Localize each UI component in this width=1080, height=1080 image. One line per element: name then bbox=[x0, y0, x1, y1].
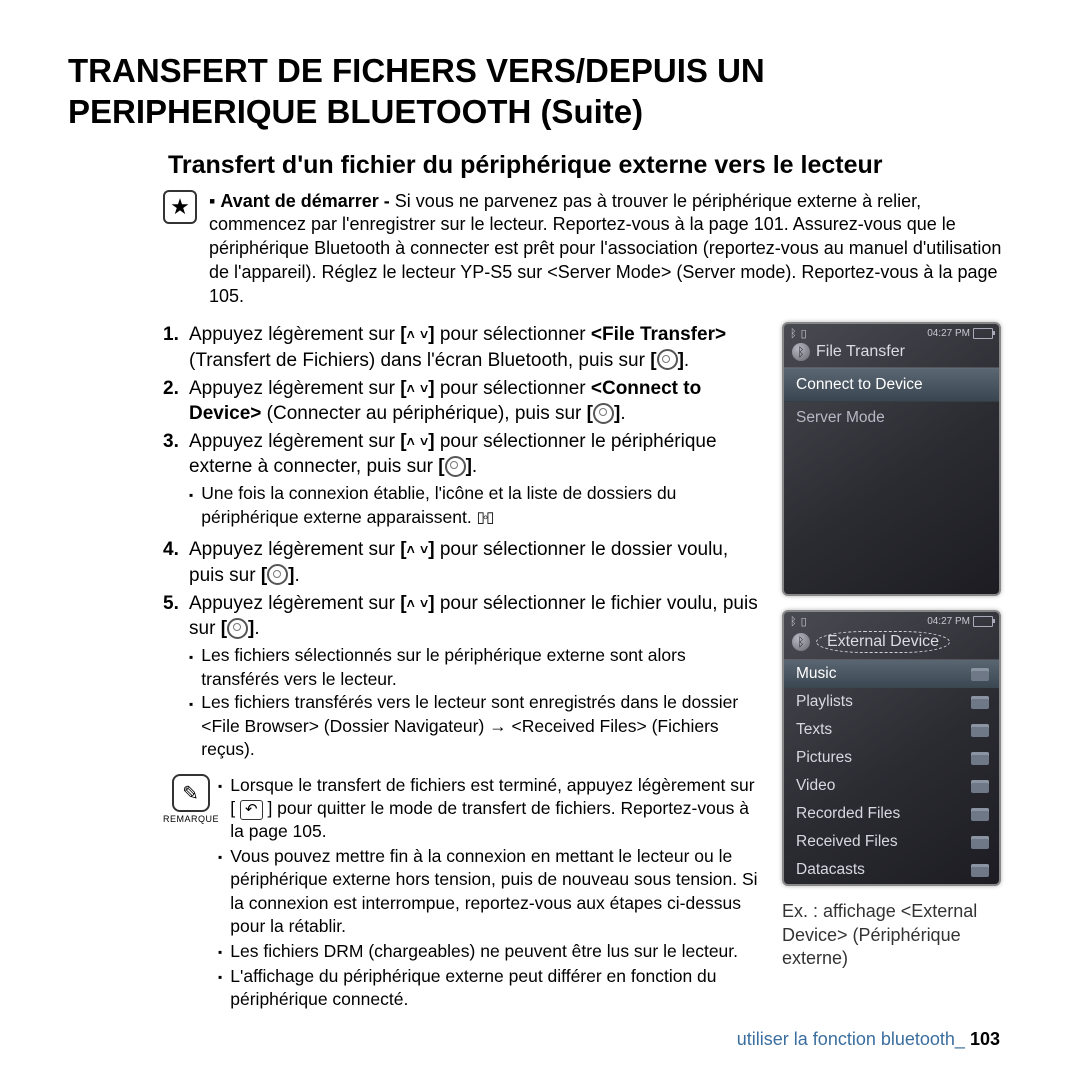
list-item[interactable]: Video bbox=[784, 772, 999, 800]
list-item[interactable]: Playlists bbox=[784, 688, 999, 716]
page-footer: utiliser la fonction bluetooth_ 103 bbox=[737, 1029, 1000, 1050]
back-icon: ↶ bbox=[240, 800, 263, 820]
list-item[interactable]: Datacasts bbox=[784, 856, 999, 884]
screen-header: File Transfer bbox=[816, 343, 905, 361]
device-caption: Ex. : affichage <External Device> (Périp… bbox=[782, 900, 1012, 970]
screen-header: External Device bbox=[816, 631, 950, 653]
folder-icon bbox=[971, 752, 989, 765]
star-icon: ★ bbox=[163, 190, 197, 224]
bt-status-icon: ᛒ bbox=[790, 328, 797, 340]
list-item[interactable]: Received Files bbox=[784, 828, 999, 856]
intro-bold: Avant de démarrer - bbox=[220, 191, 389, 211]
note-label: REMARQUE bbox=[163, 814, 218, 824]
folder-icon bbox=[971, 808, 989, 821]
down-icon: ˅ bbox=[420, 327, 428, 343]
remark-block: ✎ REMARQUE Lorsque le transfert de fichi… bbox=[163, 774, 758, 1013]
folder-icon bbox=[971, 668, 989, 681]
up-icon: ˄ bbox=[407, 327, 415, 343]
page-title: TRANSFERT DE FICHERS VERS/DEPUIS UN PERI… bbox=[68, 50, 1012, 133]
folder-icon bbox=[971, 864, 989, 877]
folder-icon bbox=[971, 724, 989, 737]
intro-block: ★ ▪ Avant de démarrer - Si vous ne parve… bbox=[163, 190, 1012, 309]
bluetooth-icon: ᛒ bbox=[792, 633, 810, 651]
steps-list: 1. Appuyez légèrement sur [˄ ˅] pour sél… bbox=[163, 322, 758, 768]
menu-item[interactable]: Server Mode bbox=[784, 402, 999, 434]
list-item[interactable]: Texts bbox=[784, 716, 999, 744]
menu-item[interactable]: Connect to Device bbox=[784, 368, 999, 402]
ok-icon bbox=[657, 349, 678, 370]
section-heading: Transfert d'un fichier du périphérique e… bbox=[168, 151, 1012, 180]
list-item[interactable]: Recorded Files bbox=[784, 800, 999, 828]
note-icon: ✎ bbox=[172, 774, 210, 812]
folder-icon bbox=[971, 696, 989, 709]
device-screenshot-1: ᛒ▯ 04:27 PM ᛒ File Transfer Connect to D… bbox=[782, 322, 1001, 596]
connection-icon: ▯◦▯ bbox=[477, 508, 493, 528]
folder-icon bbox=[971, 780, 989, 793]
bluetooth-icon: ᛒ bbox=[792, 343, 810, 361]
battery-icon bbox=[973, 328, 993, 339]
list-item[interactable]: Pictures bbox=[784, 744, 999, 772]
list-item[interactable]: Music bbox=[784, 660, 999, 688]
folder-icon bbox=[971, 836, 989, 849]
device-screenshot-2: ᛒ▯ 04:27 PM ᛒ External Device MusicPlayl… bbox=[782, 610, 1001, 886]
